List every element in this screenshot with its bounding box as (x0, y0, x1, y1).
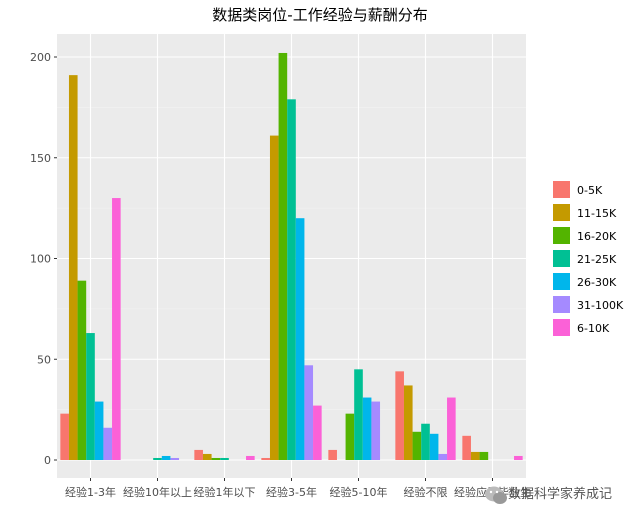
bar (86, 333, 95, 460)
bar (403, 385, 413, 460)
bar (211, 457, 221, 460)
bar (161, 455, 171, 460)
bar (269, 135, 279, 460)
bar (345, 413, 355, 460)
axes: 0 50 100 150 200 经验1-3年 经验10年以上 经验1年以下 经验3-5年 经验5… (30, 51, 531, 499)
x-tick-label: 经验1-3年 (65, 485, 116, 499)
bar (479, 451, 489, 460)
legend-swatch (553, 204, 570, 221)
bar (278, 52, 288, 460)
legend-label: 0-5K (577, 184, 603, 197)
bar (514, 455, 523, 460)
legend-label: 26-30K (577, 276, 617, 289)
legend-swatch (553, 273, 570, 290)
legend-label: 21-25K (577, 253, 617, 266)
bar (68, 75, 78, 460)
bar (438, 453, 448, 460)
y-tick-label: 50 (37, 353, 51, 366)
legend-label: 11-15K (577, 207, 617, 220)
bar (60, 413, 69, 460)
bar (328, 449, 337, 460)
y-tick-label: 150 (30, 152, 51, 165)
y-tick-label: 100 (30, 253, 51, 266)
bar (313, 405, 322, 460)
legend-swatch (553, 319, 570, 336)
bar (371, 401, 381, 460)
bar (202, 453, 212, 460)
bar (103, 427, 113, 460)
watermark-text: 数据科学家养成记 (508, 486, 612, 502)
bar (153, 457, 162, 460)
y-tick-label: 200 (30, 51, 51, 64)
bar (421, 423, 430, 460)
bar (112, 198, 121, 461)
bar (194, 449, 203, 460)
legend: 0-5K 11-15K 16-20K 21-25K 26-30K 31-100K 6-10K (553, 181, 624, 336)
bar (94, 401, 104, 460)
bar (304, 365, 314, 460)
bar (261, 457, 270, 460)
bar (220, 457, 229, 460)
watermark: 数据科学家养成记 (485, 486, 612, 504)
bar (395, 371, 404, 460)
bars (60, 52, 523, 461)
bar (170, 457, 180, 460)
bar (470, 451, 480, 460)
legend-label: 31-100K (577, 299, 624, 312)
bar (354, 369, 363, 460)
bar (77, 280, 87, 460)
bar (447, 397, 456, 460)
bar (462, 435, 471, 460)
legend-swatch (553, 227, 570, 244)
bar (287, 99, 296, 460)
bar (429, 433, 439, 460)
bar (246, 455, 255, 460)
x-tick-label: 经验不限 (404, 485, 448, 499)
y-tick-label: 0 (44, 454, 51, 467)
bar (362, 397, 372, 460)
bar (295, 218, 305, 460)
x-tick-label: 经验5-10年 (330, 485, 388, 499)
legend-swatch (553, 181, 570, 198)
x-tick-label: 经验10年以上 (123, 485, 192, 499)
legend-label: 6-10K (577, 322, 610, 335)
x-tick-label: 经验3-5年 (266, 485, 317, 499)
bar (412, 431, 422, 460)
chart-title: 数据类岗位-工作经验与薪酬分布 (212, 6, 427, 24)
legend-label: 16-20K (577, 230, 617, 243)
x-tick-label: 经验1年以下 (194, 485, 256, 499)
legend-swatch (553, 250, 570, 267)
legend-swatch (553, 296, 570, 313)
wechat-icon (485, 486, 507, 504)
